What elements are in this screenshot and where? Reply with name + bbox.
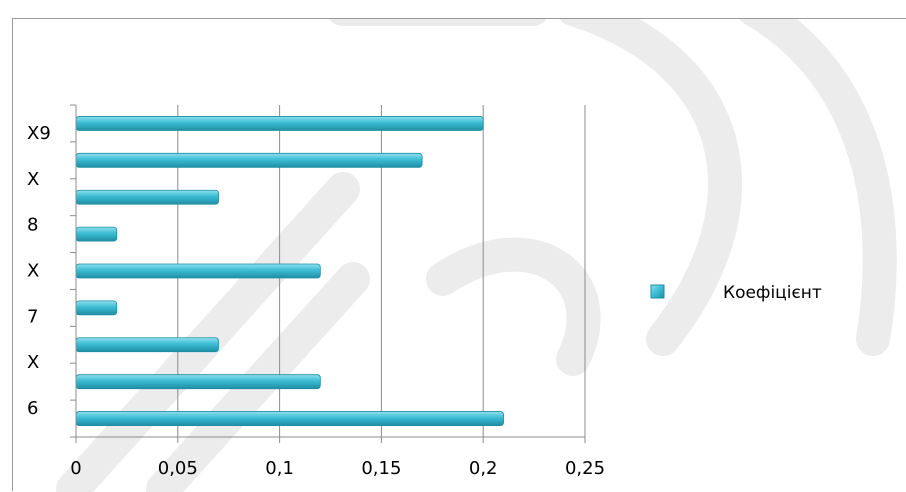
y-category-label: X <box>27 352 39 373</box>
legend: Коефіцієнт <box>650 283 822 303</box>
y-axis-labels: 6 X 7 X 8 X X9 <box>27 123 51 419</box>
x-tick-label: 0 <box>70 458 81 479</box>
bar-chart: 6 X 7 X 8 X X9 0 0,05 0,1 0,15 0,2 0,25 Коефіцієнт <box>27 19 897 492</box>
y-category-label: X <box>27 169 39 190</box>
legend-label: Коефіцієнт <box>723 283 822 303</box>
y-category-label: 7 <box>27 306 38 327</box>
y-category-label: X9 <box>27 123 51 144</box>
x-tick-label: 0,1 <box>265 458 294 479</box>
x-tick-label: 0,05 <box>158 458 198 479</box>
bar <box>75 226 118 242</box>
bar <box>75 263 321 279</box>
bar <box>75 189 219 205</box>
bar <box>75 337 219 353</box>
x-tick-label: 0,2 <box>469 458 498 479</box>
bar <box>75 116 484 131</box>
x-axis-tick-labels: 0 0,05 0,1 0,15 0,2 0,25 <box>70 458 605 479</box>
x-tick-label: 0,25 <box>565 458 605 479</box>
x-tick-label: 0,15 <box>361 458 401 479</box>
chart-area: 6 X 7 X 8 X X9 0 0,05 0,1 0,15 0,2 0,25 Коефіцієнт <box>12 18 906 492</box>
axes <box>70 104 586 443</box>
bar <box>75 152 423 168</box>
legend-swatch <box>650 284 665 299</box>
bar <box>75 411 504 426</box>
bar <box>75 374 321 390</box>
bar <box>75 300 118 316</box>
y-category-label: 8 <box>27 215 38 236</box>
y-category-label: X <box>27 261 39 282</box>
y-category-label: 6 <box>27 398 38 419</box>
bars <box>75 116 504 426</box>
